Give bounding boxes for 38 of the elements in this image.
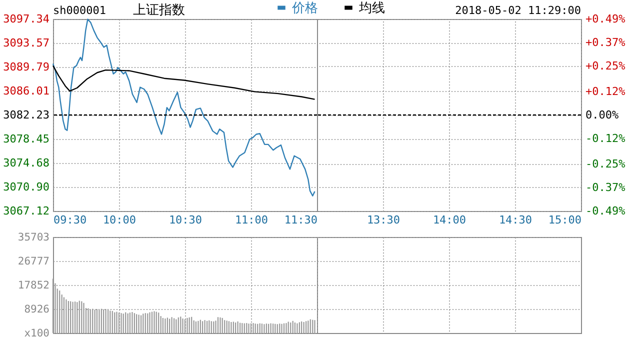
y-tick-label: 3089.79: [3, 60, 50, 74]
x-tick-label: 14:00: [432, 214, 466, 226]
x-tick-label: 13:30: [366, 214, 400, 226]
x-tick-label: 10:00: [102, 214, 136, 226]
y2-tick-label: -0.12%: [586, 132, 626, 146]
y-tick-label: 3074.68: [3, 156, 50, 170]
y2-tick-label: -0.37%: [586, 180, 626, 194]
y-tick-label: 3067.12: [3, 204, 50, 218]
legend-label: 价格: [291, 0, 318, 16]
text: 2018-05-02 11:29:00: [455, 4, 581, 17]
y2-tick-label: +0.37%: [586, 36, 626, 50]
y-tick-label: 3093.57: [3, 36, 50, 50]
y-tick-label: 3078.45: [3, 132, 50, 146]
y-tick-label: 35703: [18, 232, 50, 244]
text: sh000001: [53, 4, 106, 17]
y2-tick-label: +0.49%: [586, 12, 626, 26]
y-tick-label: 3070.90: [3, 180, 50, 194]
y2-tick-label: +0.12%: [586, 84, 626, 98]
y2-tick-label: 0.00%: [586, 108, 619, 122]
x-tick-label: 10:30: [168, 214, 202, 226]
y-tick-label: x100: [24, 328, 50, 340]
chart-title: 上证指数: [133, 3, 185, 18]
x-tick-label: 11:30: [284, 214, 318, 226]
y-tick-label: 26777: [18, 256, 50, 268]
y-tick-label: 3086.01: [3, 84, 50, 98]
y2-tick-label: +0.25%: [586, 60, 626, 73]
y-tick-label: 8926: [24, 304, 50, 316]
legend-label: 均线: [358, 0, 385, 16]
y-tick-label: 3082.23: [3, 108, 50, 122]
x-tick-label: 14:30: [498, 214, 532, 226]
x-tick-label: 11:00: [234, 214, 268, 226]
x-tick-label: 15:00: [548, 214, 582, 226]
y-tick-label: 3097.34: [3, 12, 50, 26]
line-series: [52, 65, 316, 100]
y2-tick-label: -0.25%: [586, 157, 626, 170]
y2-tick-label: -0.49%: [586, 204, 626, 218]
y-tick-label: 17852: [18, 280, 50, 292]
x-tick-label: 09:30: [54, 214, 87, 226]
